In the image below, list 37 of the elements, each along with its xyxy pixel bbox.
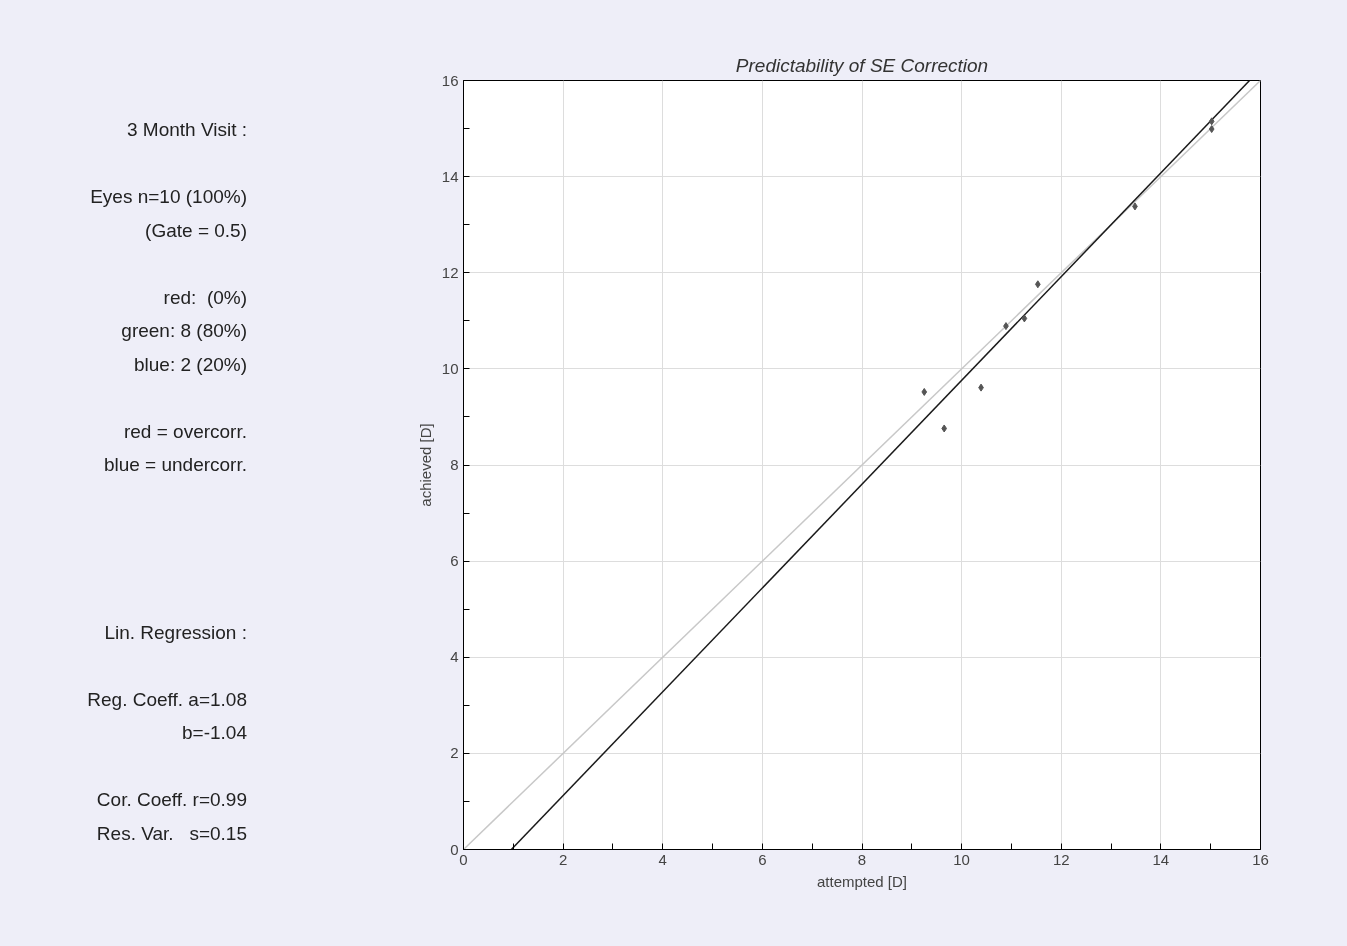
chart-title: Predictability of SE Correction <box>735 54 989 76</box>
y-tick-label: 10 <box>441 359 459 377</box>
y-tick-label: 14 <box>441 167 459 185</box>
y-tick-label: 6 <box>450 552 459 570</box>
x-tick-label: 16 <box>1252 850 1269 868</box>
text: 3 Month Visit : <box>125 118 247 142</box>
y-tick-label: 12 <box>441 263 459 281</box>
x-tick-label: 14 <box>1152 850 1170 868</box>
x-tick-label: 12 <box>1052 850 1070 868</box>
x-tick-label: 2 <box>558 850 568 868</box>
y-axis-title: achieved [D] <box>416 423 434 507</box>
text: blue = undercorr. <box>102 453 247 477</box>
x-tick-label: 8 <box>857 850 867 868</box>
text: Res. Var. s=0.15 <box>95 821 247 846</box>
point <box>921 387 928 396</box>
y-tick-label: 16 <box>441 71 459 89</box>
x-tick-label: 10 <box>953 850 970 868</box>
text: green: 8 (80%) <box>120 319 247 343</box>
y-tick-label: 2 <box>450 744 459 762</box>
text: Lin. Regression : <box>103 620 247 645</box>
text: b=-1.04 <box>181 721 247 745</box>
x-axis-title: attempted [D] <box>816 872 908 890</box>
text: red = overcorr. <box>122 419 247 444</box>
text: blue: 2 (20%) <box>133 352 247 377</box>
point <box>1021 314 1028 323</box>
text: red: (0%) <box>162 285 247 310</box>
y-tick-label: 4 <box>450 648 459 666</box>
x-tick-label: 6 <box>758 850 767 868</box>
y-tick-label: 8 <box>450 456 459 473</box>
text: (Gate = 0.5) <box>144 218 247 243</box>
text: Cor. Coeff. r=0.99 <box>95 788 247 812</box>
point <box>941 424 948 433</box>
x-tick-label: 4 <box>658 850 667 868</box>
text: Reg. Coeff. a=1.08 <box>86 687 247 712</box>
point <box>1208 125 1215 134</box>
point <box>1208 117 1215 126</box>
text: Eyes n=10 (100%) <box>89 185 247 209</box>
